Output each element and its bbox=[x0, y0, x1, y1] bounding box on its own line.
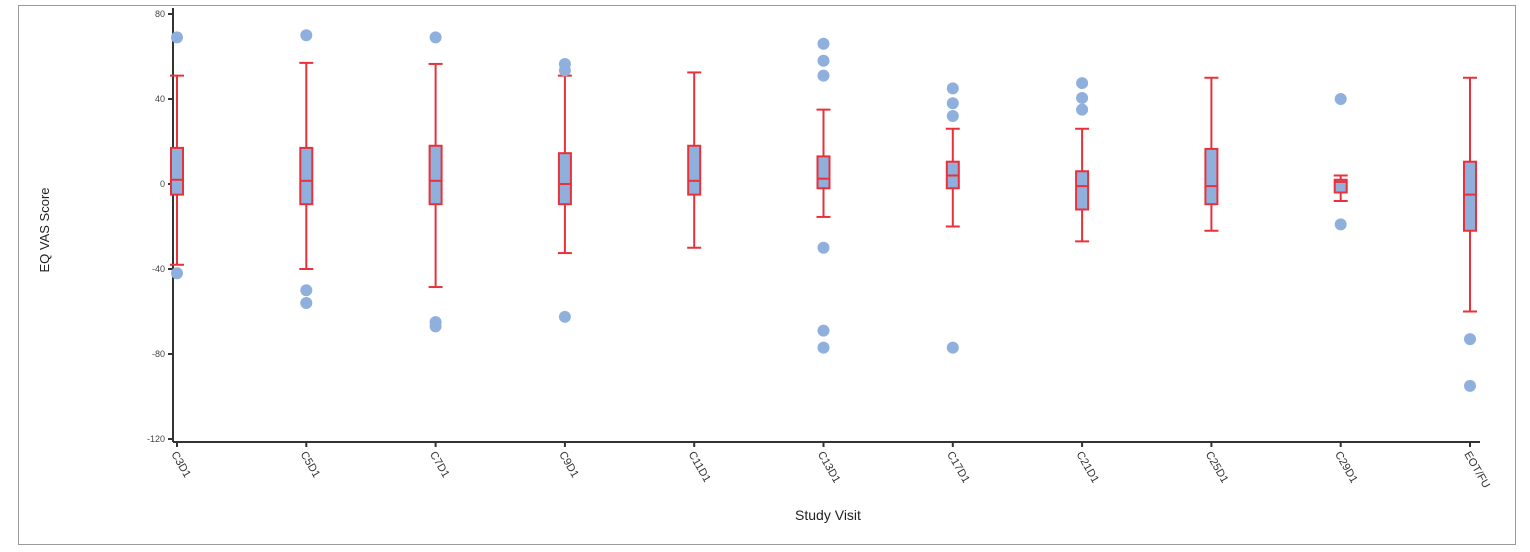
outlier-point bbox=[429, 31, 442, 44]
x-tick-label: EOT/FU bbox=[1461, 450, 1492, 491]
iqr-box bbox=[687, 144, 702, 196]
iqr-box bbox=[299, 146, 314, 206]
outlier-point bbox=[817, 69, 830, 82]
x-tick-label: C11D1 bbox=[686, 450, 713, 485]
box-c7d1 bbox=[428, 31, 443, 333]
x-tick-label: C17D1 bbox=[944, 450, 972, 486]
iqr-box bbox=[1075, 170, 1090, 211]
box-c5d1 bbox=[299, 29, 314, 309]
outlier-point bbox=[300, 284, 313, 297]
box-c25d1 bbox=[1204, 76, 1219, 232]
outlier-point bbox=[171, 267, 183, 280]
outlier-point bbox=[1464, 333, 1476, 346]
outlier-point bbox=[946, 110, 959, 122]
outlier-point bbox=[946, 97, 959, 110]
iqr-box bbox=[1333, 178, 1348, 194]
outlier-point bbox=[946, 341, 959, 354]
outlier-point bbox=[1464, 379, 1476, 392]
outlier-point bbox=[300, 29, 313, 42]
iqr-box bbox=[1204, 147, 1219, 206]
outlier-point bbox=[1334, 218, 1347, 231]
chart-frame bbox=[18, 5, 1516, 545]
outlier-point bbox=[817, 241, 830, 254]
y-axis-label: EQ VAS Score bbox=[37, 187, 52, 272]
box-c9d1 bbox=[557, 57, 572, 323]
box-c29d1 bbox=[1333, 93, 1348, 231]
y-tick-label: 40 bbox=[155, 94, 165, 104]
outlier-point bbox=[300, 297, 313, 309]
x-axis-label: Study Visit bbox=[795, 507, 861, 523]
outlier-point bbox=[171, 31, 183, 44]
y-tick-label: 80 bbox=[155, 9, 165, 19]
outlier-point bbox=[1076, 91, 1089, 104]
iqr-box bbox=[816, 155, 831, 190]
outlier-point bbox=[429, 320, 442, 333]
iqr-box bbox=[557, 152, 572, 206]
y-tick-label: -80 bbox=[152, 349, 165, 359]
box-c13d1 bbox=[816, 37, 831, 354]
x-tick-label: C9D1 bbox=[556, 450, 580, 480]
outlier-point bbox=[1076, 103, 1089, 116]
x-tick-label: C29D1 bbox=[1332, 450, 1360, 486]
iqr-box bbox=[1463, 160, 1477, 232]
x-tick-label: C13D1 bbox=[815, 450, 843, 486]
box-c11d1 bbox=[687, 71, 702, 249]
box-eotfu bbox=[1463, 76, 1477, 392]
outlier-point bbox=[817, 37, 830, 50]
x-tick-label: C5D1 bbox=[298, 450, 322, 480]
y-tick-label: 0 bbox=[160, 179, 165, 189]
x-tick-label: C3D1 bbox=[168, 450, 192, 480]
x-tick-label: C21D1 bbox=[1074, 450, 1102, 486]
x-tick-label: C7D1 bbox=[427, 450, 451, 480]
outlier-point bbox=[946, 82, 959, 95]
outlier-point bbox=[558, 310, 571, 323]
box-c3d1 bbox=[170, 31, 184, 280]
y-tick-label: -120 bbox=[147, 434, 165, 444]
box-c21d1 bbox=[1075, 77, 1090, 243]
iqr-box bbox=[428, 144, 443, 206]
outlier-point bbox=[817, 324, 830, 337]
y-tick-label: -40 bbox=[152, 264, 165, 274]
outlier-point bbox=[817, 341, 830, 354]
outlier-point bbox=[558, 64, 571, 77]
box-c17d1 bbox=[945, 82, 960, 354]
outlier-point bbox=[1076, 77, 1089, 90]
outlier-point bbox=[817, 54, 830, 67]
iqr-box bbox=[170, 146, 184, 196]
x-tick-label: C25D1 bbox=[1203, 450, 1231, 486]
outlier-point bbox=[1334, 93, 1347, 105]
